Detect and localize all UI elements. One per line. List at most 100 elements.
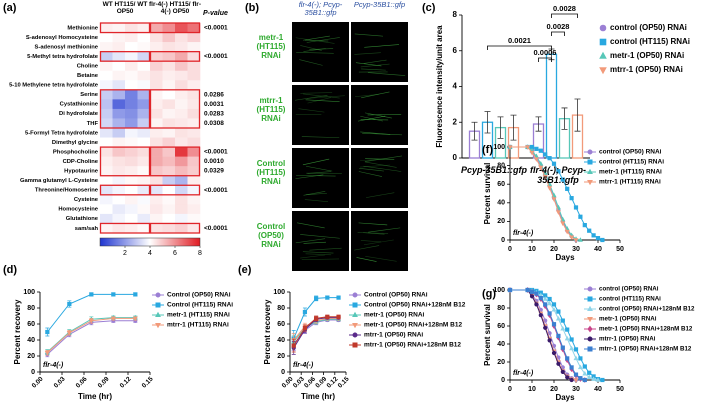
p-value: 0.0031 — [204, 101, 224, 108]
marker — [587, 296, 593, 302]
marker — [110, 316, 116, 322]
x-tick-label: 50 — [616, 386, 624, 393]
gfp-signal — [309, 48, 334, 50]
heatmap-cell — [175, 175, 188, 186]
marker — [560, 345, 565, 350]
colorbar — [99, 237, 201, 247]
y-tick-label: 80 — [277, 305, 285, 312]
heatmap-cell — [150, 32, 163, 43]
p-value: 0.0329 — [204, 168, 224, 175]
marker — [314, 316, 319, 321]
heatmap-cell — [125, 194, 138, 205]
heatmap-cell — [162, 194, 176, 205]
heatmap-cell — [100, 213, 113, 224]
heatmap-cell — [112, 147, 126, 157]
heatmap-cell — [162, 166, 176, 177]
heatmap-cell — [100, 204, 113, 215]
marker — [336, 295, 341, 300]
heatmap-cell — [100, 118, 113, 129]
gfp-signal — [303, 241, 327, 244]
marker — [547, 156, 552, 161]
p-value: <0.0001 — [204, 149, 228, 156]
heatmap-cell — [187, 223, 201, 234]
heatmap-cell — [100, 23, 113, 33]
row-label: sam/sah — [75, 226, 99, 232]
marker — [547, 311, 552, 316]
row-label: Serine — [80, 92, 98, 98]
y-tick-label: 0 — [501, 237, 505, 244]
legend-label: control (HT115) RNAi — [599, 296, 661, 303]
micrograph — [351, 148, 408, 208]
row-label: Di hydrofolate — [59, 111, 99, 117]
gfp-signal — [300, 45, 322, 51]
marker — [352, 322, 358, 329]
gfp-signal — [363, 165, 402, 172]
heatmap-cell — [162, 89, 176, 100]
heatmap-cell — [125, 156, 138, 167]
x-tick-label: 0.03 — [53, 375, 67, 389]
gfp-signal — [356, 257, 377, 262]
heatmap-cell — [137, 70, 151, 81]
gfp-signal — [307, 171, 332, 174]
heatmap-cell — [125, 175, 138, 186]
annotation: flr-4(-) — [513, 230, 534, 237]
heatmap-cell — [112, 194, 126, 205]
marker — [599, 24, 607, 32]
heatmap-cell — [162, 99, 176, 110]
gfp-signal — [302, 158, 330, 166]
marker — [89, 292, 94, 297]
marker — [325, 295, 330, 300]
marker — [587, 316, 593, 323]
row-label: Glutathione — [66, 216, 99, 222]
y-tick-label: 40 — [277, 337, 285, 344]
heatmap-cell — [187, 61, 201, 72]
heatmap-cell — [187, 156, 201, 167]
heatmap-cell — [187, 128, 201, 138]
heatmap-cell — [125, 166, 138, 177]
x-tick-label: 0.15 — [141, 375, 155, 389]
marker — [325, 314, 330, 319]
gfp-signal — [358, 222, 388, 226]
heatmap-cell — [150, 128, 163, 138]
heatmap-cell — [137, 194, 151, 205]
gfp-signal — [307, 97, 331, 104]
micrograph — [292, 22, 349, 82]
marker — [155, 302, 161, 308]
gfp-signal — [300, 234, 340, 239]
heatmap-cell — [112, 51, 126, 62]
marker — [556, 333, 561, 339]
marker — [587, 149, 593, 155]
marker — [587, 346, 593, 352]
marker — [587, 159, 593, 165]
marker — [551, 197, 557, 202]
marker — [352, 332, 358, 338]
row-label: Betaine — [77, 73, 99, 79]
legend-label: metr-1 (HT115) RNAi — [599, 169, 662, 176]
gfp-signal — [354, 93, 379, 97]
highlight-box — [99, 184, 151, 196]
gfp-signal — [301, 136, 340, 138]
p-value: <0.0001 — [204, 225, 228, 232]
heatmap-cell — [137, 223, 151, 234]
marker — [600, 237, 605, 243]
gfp-signal — [300, 254, 326, 259]
heatmap-cell — [150, 213, 163, 224]
gfp-signal — [305, 40, 329, 42]
x-tick-label: 30 — [572, 386, 580, 393]
marker — [88, 319, 94, 324]
marker — [538, 160, 544, 166]
marker — [525, 287, 530, 293]
marker — [569, 235, 575, 240]
gfp-signal — [361, 68, 386, 71]
row-label: mtrr-1 (HT115) RNAi — [256, 96, 286, 123]
error-bar — [484, 111, 491, 134]
marker — [132, 316, 138, 322]
gfp-signal — [306, 37, 340, 43]
marker — [564, 335, 570, 341]
marker — [573, 355, 579, 361]
significance-label: 0.0021 — [508, 36, 531, 45]
heatmap-cell — [112, 223, 126, 234]
heatmap-cell — [137, 108, 151, 119]
column-header: flr-4(-); Pcyp-35B1::gfp — [298, 0, 343, 18]
